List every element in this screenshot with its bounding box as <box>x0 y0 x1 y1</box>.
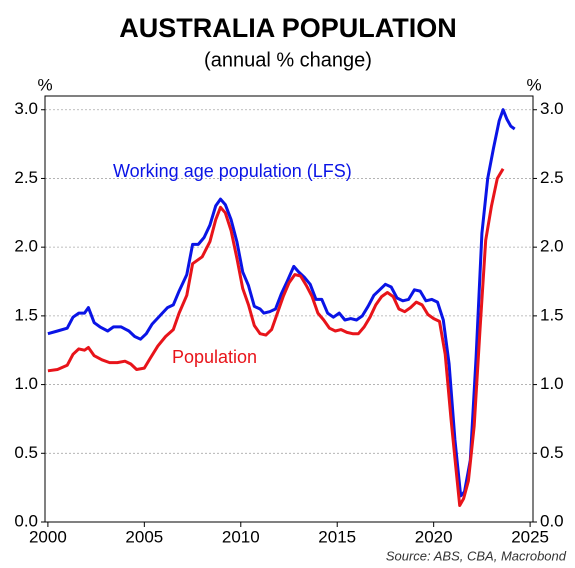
y-tick-label: 1.0 <box>14 374 38 393</box>
series-line <box>47 168 505 507</box>
x-tick-label: 2015 <box>318 527 356 546</box>
y2-tick-label: 1.0 <box>540 374 564 393</box>
x-tick-label: 2020 <box>415 527 453 546</box>
x-tick-label: 2005 <box>125 527 163 546</box>
y2-tick-label: 2.0 <box>540 237 564 256</box>
y-unit-right: % <box>526 75 541 94</box>
y-tick-label: 0.5 <box>14 443 38 462</box>
chart-subtitle: (annual % change) <box>204 49 372 71</box>
chart-title: AUSTRALIA POPULATION <box>119 13 457 43</box>
x-tick-label: 2010 <box>222 527 260 546</box>
series-line <box>47 108 516 498</box>
y-unit-left: % <box>37 75 52 94</box>
y-tick-label: 1.5 <box>14 305 38 324</box>
y2-tick-label: 0.5 <box>540 443 564 462</box>
y2-tick-label: 2.5 <box>540 168 564 187</box>
series-label: Population <box>172 347 257 367</box>
plot-frame <box>44 95 534 523</box>
x-tick-label: 2025 <box>511 527 549 546</box>
series-label: Working age population (LFS) <box>113 161 352 181</box>
y2-tick-label: 3.0 <box>540 99 564 118</box>
y-tick-label: 0.0 <box>14 511 38 530</box>
y-tick-label: 2.5 <box>14 168 38 187</box>
source-note: Source: ABS, CBA, Macrobond <box>386 548 567 563</box>
y-tick-label: 2.0 <box>14 237 38 256</box>
y2-tick-label: 1.5 <box>540 305 564 324</box>
y-tick-label: 3.0 <box>14 99 38 118</box>
x-tick-label: 2000 <box>29 527 67 546</box>
y2-tick-label: 0.0 <box>540 511 564 530</box>
